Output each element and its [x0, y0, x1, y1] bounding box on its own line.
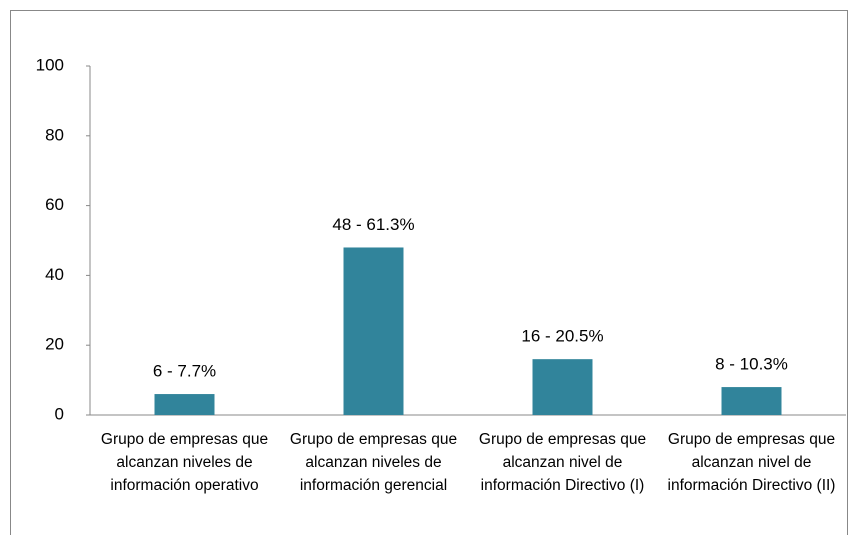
data-label: 8 - 10.3%	[715, 355, 788, 374]
data-label: 16 - 20.5%	[521, 327, 603, 346]
data-label: 6 - 7.7%	[153, 362, 216, 381]
x-tick-label: Grupo de empresas que alcanzan niveles d…	[289, 431, 458, 494]
x-tick-label: Grupo de empresas que alcanzan nivel de …	[478, 431, 647, 494]
y-tick-label: 80	[45, 125, 64, 144]
y-tick-label: 20	[45, 335, 64, 354]
bar	[154, 394, 215, 415]
data-label: 48 - 61.3%	[332, 215, 414, 234]
y-tick-label: 40	[45, 265, 64, 284]
x-tick-label: Grupo de empresas que alcanzan nivel de …	[667, 431, 836, 494]
bar	[343, 247, 404, 415]
bar	[532, 359, 593, 415]
y-tick-label: 100	[36, 55, 64, 74]
x-tick-label: Grupo de empresas que alcanzan niveles d…	[100, 431, 269, 494]
y-tick-label: 60	[45, 195, 64, 214]
y-tick-label: 0	[55, 404, 64, 423]
chart-frame	[10, 10, 848, 535]
bar	[721, 387, 782, 415]
